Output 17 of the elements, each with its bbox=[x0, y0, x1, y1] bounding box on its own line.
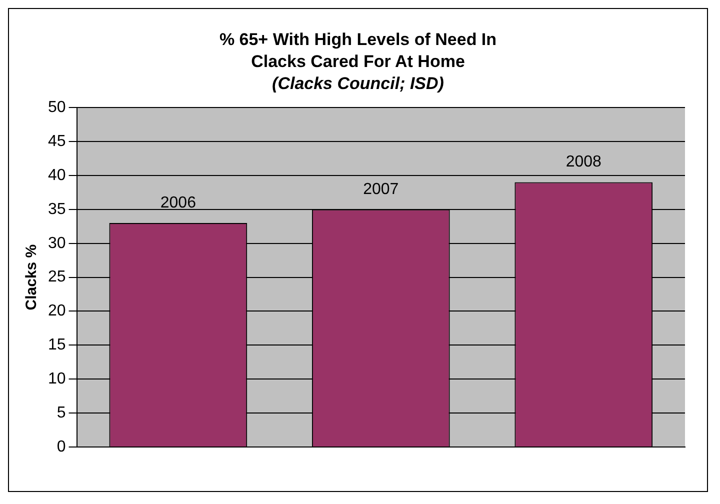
y-tick-label: 20 bbox=[48, 302, 66, 320]
chart-title: % 65+ With High Levels of Need In Clacks Cared For At Home bbox=[218, 29, 498, 73]
x-tick-label: 2007 bbox=[363, 180, 399, 198]
y-tick-label: 30 bbox=[48, 234, 66, 252]
y-tick-label: 45 bbox=[48, 132, 66, 150]
chart-subtitle: (Clacks Council; ISD) bbox=[271, 73, 445, 95]
y-tick-label: 35 bbox=[48, 200, 66, 218]
y-tick-label: 50 bbox=[48, 99, 66, 116]
y-tick-label: 10 bbox=[48, 370, 66, 388]
y-tick-label: 15 bbox=[48, 336, 66, 354]
x-tick-label: 2008 bbox=[566, 154, 602, 171]
y-tick-label: 25 bbox=[48, 268, 66, 286]
y-tick-label: 5 bbox=[56, 404, 66, 422]
y-tick-label: 40 bbox=[48, 166, 66, 184]
y-axis-title: Clacks % bbox=[23, 244, 40, 310]
x-tick-label: 2006 bbox=[160, 194, 196, 212]
y-tick-label: 0 bbox=[56, 438, 66, 456]
